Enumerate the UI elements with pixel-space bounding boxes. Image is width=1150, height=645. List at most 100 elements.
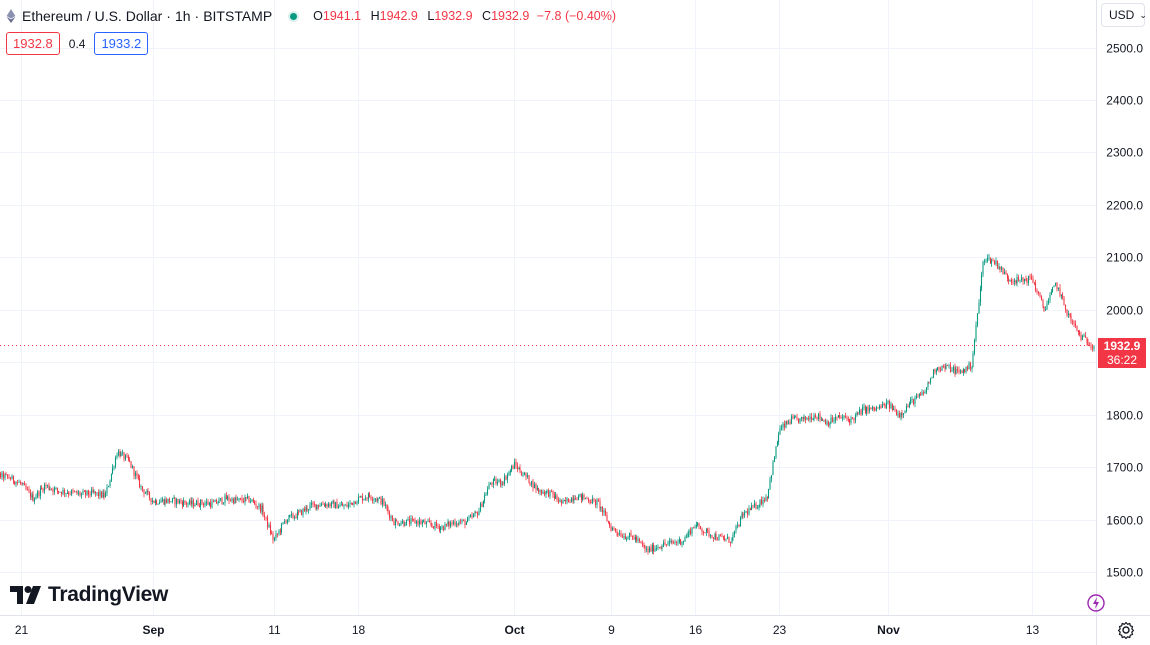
- candle-body: [214, 499, 216, 503]
- tradingview-logo[interactable]: TradingView: [10, 583, 168, 607]
- candle-body: [165, 499, 168, 503]
- candle-body: [846, 417, 848, 420]
- candle-body: [326, 504, 328, 507]
- candle-body: [60, 491, 63, 495]
- time-tick-label: Nov: [877, 623, 900, 637]
- candle-body: [469, 515, 472, 518]
- candle-body: [45, 484, 47, 486]
- spread-value: 0.4: [68, 36, 86, 51]
- chart-grid: [0, 0, 1096, 615]
- candle-body: [830, 417, 832, 423]
- candle-body: [986, 257, 989, 261]
- candle-body: [305, 507, 307, 511]
- candle-body: [315, 504, 317, 509]
- candle-body: [296, 511, 299, 518]
- candle-body: [905, 405, 908, 412]
- candle-body: [146, 490, 148, 494]
- candle-body: [718, 535, 720, 540]
- candle-body: [29, 491, 32, 498]
- candle-body: [404, 525, 406, 527]
- candle-body: [763, 499, 766, 501]
- candle-body: [1002, 267, 1004, 275]
- candle-body: [316, 504, 318, 509]
- candle-body: [542, 491, 544, 494]
- ask-price[interactable]: 1933.2: [94, 32, 149, 55]
- ethereum-icon: [6, 9, 16, 23]
- candle-body: [261, 505, 263, 512]
- candle-body: [804, 416, 807, 420]
- candle-body: [175, 499, 178, 505]
- candle-body: [1043, 306, 1045, 311]
- candle-body: [919, 394, 922, 396]
- candle-body: [299, 509, 301, 512]
- candle-body: [272, 533, 274, 541]
- tradingview-logo-text: TradingView: [48, 583, 169, 606]
- candle-body: [993, 260, 996, 264]
- candle-body: [80, 493, 83, 496]
- candle-body: [411, 518, 414, 520]
- lightning-icon[interactable]: [1087, 593, 1105, 613]
- candle-body: [1060, 294, 1063, 296]
- candle-body: [364, 498, 367, 500]
- candle-body: [955, 369, 957, 374]
- candle-body: [892, 408, 895, 410]
- candle-body: [566, 498, 568, 502]
- currency-selector[interactable]: USD ⌄: [1101, 3, 1147, 27]
- candle-body: [420, 520, 422, 524]
- candle-body: [810, 416, 813, 420]
- candle-body: [546, 490, 548, 492]
- candle-body: [218, 499, 220, 503]
- candle-body: [262, 505, 264, 516]
- candle-body: [317, 504, 320, 507]
- candle-body: [816, 417, 818, 419]
- candle-body: [52, 489, 54, 492]
- candle-body: [681, 542, 683, 545]
- candle-body: [518, 467, 520, 470]
- gear-icon[interactable]: [1117, 621, 1135, 639]
- candle-body: [651, 545, 654, 552]
- candle-body: [1069, 313, 1071, 316]
- market-status-icon[interactable]: [288, 10, 300, 22]
- candle-body: [1000, 267, 1003, 270]
- candle-body: [854, 415, 857, 421]
- candle-body: [594, 499, 597, 506]
- symbol-legend[interactable]: Ethereum / U.S. Dollar · 1h · BITSTAMP O…: [6, 6, 616, 26]
- candle-body: [1086, 337, 1088, 343]
- candle-body: [445, 523, 448, 525]
- candle-body: [540, 490, 543, 494]
- candle-body: [809, 416, 811, 420]
- candle-body: [327, 503, 330, 507]
- candle-body: [667, 542, 669, 545]
- candle-body: [226, 496, 229, 500]
- candle-body: [22, 483, 24, 485]
- candle-body: [512, 466, 514, 469]
- candle-body: [745, 511, 747, 513]
- price-axis[interactable]: 1500.01600.01700.01800.01900.02000.02100…: [1106, 42, 1143, 580]
- candle-body: [865, 406, 868, 413]
- time-axis[interactable]: 21 Sep 11 18 Oct 9 16 23 Nov 13: [15, 623, 1040, 637]
- candle-body: [65, 493, 67, 495]
- candle-body: [654, 548, 656, 552]
- candle-body: [782, 423, 784, 428]
- candle-body: [232, 498, 235, 504]
- candle-body: [89, 494, 91, 496]
- candle-body: [614, 528, 617, 532]
- candle-body: [799, 418, 801, 423]
- candle-body: [826, 421, 828, 425]
- candle-body: [1009, 279, 1011, 282]
- candle-body: [600, 506, 602, 509]
- candle-body: [759, 499, 761, 506]
- interval-label[interactable]: 1h: [174, 8, 191, 24]
- candle-body: [120, 452, 122, 457]
- candle-body: [685, 537, 688, 538]
- candle-body: [576, 499, 578, 501]
- candle-body: [438, 526, 441, 530]
- candle-body: [147, 490, 149, 492]
- bid-price[interactable]: 1932.8: [6, 32, 60, 55]
- candle-body: [334, 502, 337, 508]
- candle-body: [140, 486, 142, 488]
- candle-body: [677, 542, 679, 544]
- candle-body: [559, 499, 561, 502]
- candle-body: [153, 500, 155, 503]
